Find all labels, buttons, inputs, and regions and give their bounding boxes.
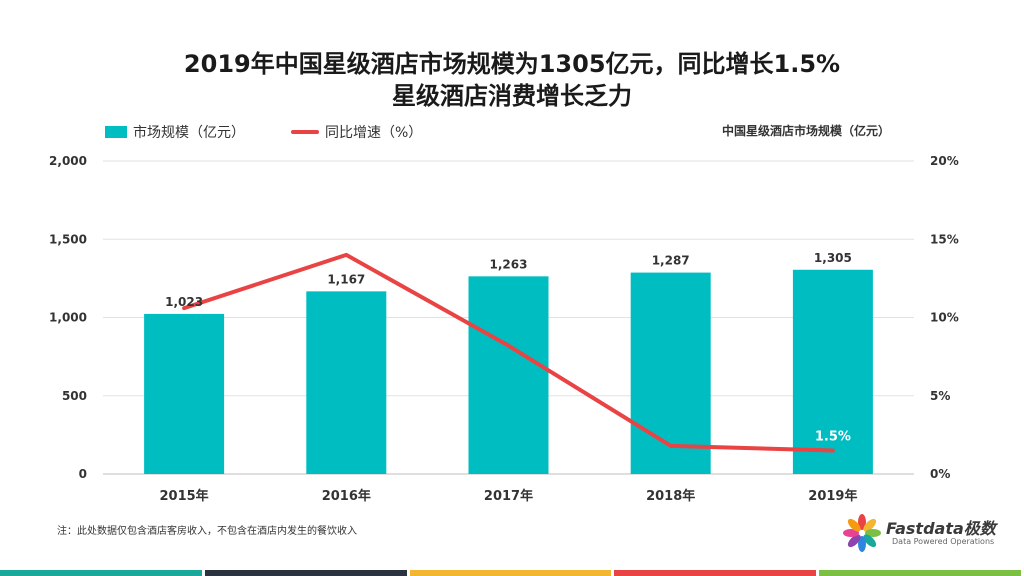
x-tick-label: 2016年 [322, 488, 371, 504]
x-tick-label: 2017年 [484, 488, 533, 504]
legend-line-label: 同比增速（%） [325, 125, 423, 141]
y-left-tick-label: 500 [62, 389, 87, 403]
y-left-tick-label: 1,500 [49, 232, 87, 246]
footnote: 注：此处数据仅包含酒店客房收入，不包含在酒店内发生的餐饮收入 [57, 526, 357, 537]
fastdata-logo: Fastdata极数 Data Powered Operations [842, 511, 1012, 555]
y-left-tick-label: 1,000 [49, 311, 87, 325]
y-right-tick-label: 5% [930, 389, 950, 403]
legend-item-bar: 市场规模（亿元） [105, 122, 245, 142]
bar [468, 276, 549, 474]
y-right-tick-label: 20% [930, 154, 959, 168]
chart-subtitle: 星级酒店消费增长乏力 [392, 82, 632, 110]
bar [144, 313, 225, 474]
bar [306, 291, 387, 474]
legend-item-line: 同比增速（%） [291, 122, 422, 142]
bottom-bar-segment [204, 570, 407, 576]
y-right-tick-label: 0% [930, 467, 950, 481]
x-tick-label: 2015年 [160, 488, 209, 504]
bar [792, 269, 873, 474]
x-tick-label: 2019年 [808, 488, 857, 504]
bar-data-label: 1,023 [165, 295, 203, 309]
bottom-bar-segment [409, 570, 612, 576]
right-caption: 中国星级酒店市场规模（亿元） [721, 124, 890, 138]
chart-title: 2019年中国星级酒店市场规模为1305亿元，同比增长1.5% [183, 50, 841, 78]
bottom-bar-segment [614, 570, 817, 576]
line-data-label: 1.5% [815, 430, 851, 445]
bottom-bar-segment [819, 570, 1021, 576]
y-right-tick-label: 10% [930, 311, 959, 325]
y-right-tick-label: 15% [930, 232, 959, 246]
y-left-tick-label: 2,000 [49, 154, 87, 168]
legend-bar-swatch [105, 126, 127, 138]
legend: 市场规模（亿元） 同比增速（%） [105, 122, 468, 142]
bar-data-label: 1,167 [327, 272, 365, 286]
legend-line-swatch [291, 130, 319, 134]
bottom-color-bar [0, 570, 1024, 576]
logo-brand: Fastdata极数 [886, 519, 996, 538]
bar-data-label: 1,263 [490, 257, 528, 271]
legend-bar-label: 市场规模（亿元） [133, 125, 245, 141]
bar-data-label: 1,287 [652, 254, 690, 268]
bar-data-label: 1,305 [814, 251, 852, 265]
growth-line [182, 252, 835, 453]
x-tick-label: 2018年 [646, 488, 695, 504]
y-left-tick-label: 0 [79, 467, 87, 481]
logo-tagline: Data Powered Operations [892, 537, 995, 546]
bar [630, 272, 711, 474]
bottom-bar-segment [0, 570, 202, 576]
flower-logo-icon [843, 514, 881, 552]
